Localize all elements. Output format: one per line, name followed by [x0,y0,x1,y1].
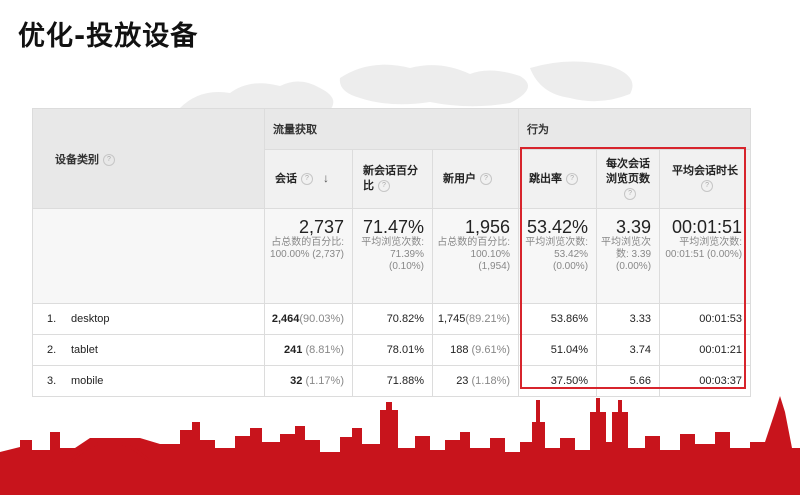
help-circle-icon[interactable]: ? [624,187,637,200]
summary-bounce-rate-value: 53.42% [526,217,589,237]
sessions-value: 241 [284,344,303,356]
column-new-users-label: 新用户 [443,172,476,185]
column-sessions-label: 会话 [275,173,297,185]
column-avg-duration-label: 平均会话时长 [672,165,739,177]
column-header-bounce-rate[interactable]: 跳出率? [518,149,598,209]
world-map-decoration [180,61,633,116]
new-users-pct: (1.18%) [471,375,511,387]
summary-avg-duration-value: 00:01:51 [671,217,743,237]
avg-duration-cell: 00:03:37 [659,365,752,397]
dimension-header[interactable]: 设备类别? [32,108,265,209]
device-link[interactable]: mobile [71,375,104,387]
summary-new-users-note: 占总数的百分比: 100.10% (1,954) [437,237,511,272]
help-circle-icon[interactable]: ? [378,180,390,193]
sessions-cell: 2,464(90.03%) [264,303,353,335]
summary-new-session-pct: 71.47% 平均浏览次数: 71.39% (0.10%) [352,208,433,304]
summary-pages-per-session-value: 3.39 [615,217,652,237]
help-circle-icon[interactable]: ? [480,172,492,185]
device-link[interactable]: desktop [71,313,110,325]
pages-per-session-cell: 3.33 [596,303,661,335]
sessions-value: 2,464 [271,313,300,325]
summary-avg-duration-note: 平均浏览次数: 00:01:51 (0.00%) [665,237,743,260]
pages-per-session-cell: 5.66 [596,365,661,397]
summary-pages-per-session: 3.39 平均浏览次数: 3.39 (0.00%) [596,208,661,304]
help-circle-icon[interactable]: ? [701,180,714,193]
city-skyline-decoration [0,396,800,495]
row-index: 1. [47,313,57,325]
device-cell[interactable]: 1. desktop [32,303,265,335]
column-pages-per-session-label: 每次会话浏览页数 [606,157,651,185]
group-header-acquisition: 流量获取 [263,108,520,150]
summary-sessions: 2,737 占总数的百分比: 100.00% (2,737) [264,208,353,304]
summary-pages-per-session-note: 平均浏览次数: 3.39 (0.00%) [601,237,652,272]
sessions-value: 32 [290,375,303,387]
new-session-pct-cell: 78.01% [352,334,433,366]
dimension-header-label: 设备类别 [55,153,99,166]
sort-arrow-down-icon[interactable]: ↓ [323,171,329,185]
summary-row: 2,737 占总数的百分比: 100.00% (2,737) 71.47% 平均… [32,208,752,304]
device-report-table: 设备类别? 流量获取 行为 会话? ↓ 新会话百分比? 新用户? 跳出率? 每次会… [32,108,752,397]
table-row[interactable]: 1. desktop 2,464(90.03%) 70.82% 1,745(89.… [32,303,752,335]
new-users-value: 188 [450,344,469,356]
new-users-pct: (9.61%) [471,344,511,356]
device-link[interactable]: tablet [71,344,98,356]
summary-new-session-pct-value: 71.47% [362,217,424,237]
summary-new-users-value: 1,956 [464,217,511,237]
summary-new-session-pct-note: 平均浏览次数: 71.39% (0.10%) [361,237,424,272]
device-cell[interactable]: 3. mobile [32,365,265,397]
summary-avg-duration: 00:01:51 平均浏览次数: 00:01:51 (0.00%) [659,208,752,304]
table-row[interactable]: 2. tablet 241 (8.81%) 78.01% 188 (9.61%) … [32,334,752,366]
new-users-pct: (89.21%) [465,313,511,325]
sessions-pct: (8.81%) [305,344,344,356]
new-users-cell: 1,745(89.21%) [431,303,520,335]
summary-new-users: 1,956 占总数的百分比: 100.10% (1,954) [431,208,520,304]
column-header-avg-duration[interactable]: 平均会话时长? [659,149,752,209]
group-behavior-label: 行为 [527,124,550,136]
sessions-pct: (1.17%) [305,375,344,387]
page-title: 优化-投放设备 [18,21,199,52]
help-circle-icon[interactable]: ? [103,153,115,166]
summary-bounce-rate-note: 平均浏览次数: 53.42% (0.00%) [525,237,589,272]
bounce-rate-cell: 37.50% [518,365,598,397]
sessions-cell: 241 (8.81%) [264,334,353,366]
column-header-new-users[interactable]: 新用户? [431,149,520,209]
column-bounce-rate-label: 跳出率 [529,172,563,185]
help-circle-icon[interactable]: ? [566,172,579,185]
table-row[interactable]: 3. mobile 32 (1.17%) 71.88% 23 (1.18%) 37… [32,365,752,397]
row-index: 2. [47,344,57,356]
summary-sessions-value: 2,737 [298,217,344,237]
column-new-session-pct-label: 新会话百分比 [363,165,418,192]
help-circle-icon[interactable]: ? [301,173,313,186]
new-users-value: 1,745 [437,313,466,325]
group-acquisition-label: 流量获取 [273,124,317,136]
new-session-pct-cell: 70.82% [352,303,433,335]
sessions-cell: 32 (1.17%) [264,365,353,397]
new-users-cell: 188 (9.61%) [431,334,520,366]
column-header-new-session-pct[interactable]: 新会话百分比? [352,149,433,209]
sessions-pct: (90.03%) [299,313,344,325]
behavior-highlight-box [520,147,746,389]
device-cell[interactable]: 2. tablet [32,334,265,366]
summary-dimension-cell [32,208,265,304]
column-header-sessions[interactable]: 会话? ↓ [264,149,353,209]
summary-sessions-note: 占总数的百分比: 100.00% (2,737) [270,237,344,260]
group-header-behavior: 行为 [518,108,752,150]
avg-duration-cell: 00:01:53 [659,303,752,335]
row-index: 3. [47,375,57,387]
new-session-pct-cell: 71.88% [352,365,433,397]
new-users-value: 23 [456,375,469,387]
pages-per-session-cell: 3.74 [596,334,661,366]
avg-duration-cell: 00:01:21 [659,334,752,366]
new-users-cell: 23 (1.18%) [431,365,520,397]
